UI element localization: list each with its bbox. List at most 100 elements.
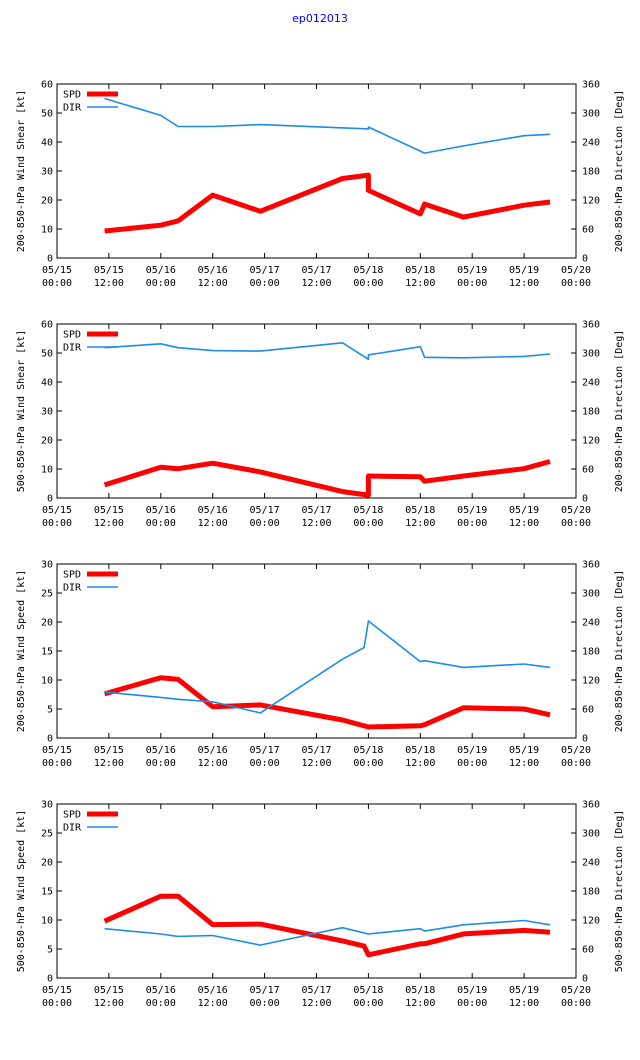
y-right-tick-label: 360 [582, 80, 600, 91]
x-tick-label-date: 05/16 [198, 745, 228, 756]
y-left-tick-label: 10 [41, 916, 53, 927]
legend-label-dir: DIR [63, 823, 82, 834]
x-tick-label-time: 00:00 [457, 518, 487, 529]
x-tick-label-date: 05/20 [561, 985, 591, 996]
series-line-dir [104, 341, 551, 361]
x-tick-label-time: 00:00 [561, 518, 591, 529]
x-tick-label-time: 00:00 [42, 998, 72, 1009]
x-tick-label-time: 00:00 [353, 518, 383, 529]
x-tick-label-date: 05/15 [94, 265, 124, 276]
y-right-tick-label: 0 [582, 974, 588, 985]
x-tick-label-date: 05/17 [250, 265, 280, 276]
x-tick-label-time: 00:00 [353, 278, 383, 289]
x-tick-label-date: 05/17 [250, 985, 280, 996]
y-right-axis-label: 200-850-hPa Direction [Deg] [614, 330, 625, 493]
y-left-tick-label: 0 [47, 974, 53, 985]
y-right-tick-label: 0 [582, 254, 588, 265]
x-tick-label-date: 05/19 [457, 745, 487, 756]
x-tick-label-time: 12:00 [509, 758, 539, 769]
y-left-tick-label: 5 [47, 945, 53, 956]
legend-label-dir: DIR [63, 343, 82, 354]
x-tick-label-date: 05/20 [561, 745, 591, 756]
y-right-tick-label: 60 [582, 945, 594, 956]
y-left-tick-label: 30 [41, 167, 53, 178]
y-left-axis-label: 500-850-hPa Wind Speed [kt] [16, 810, 27, 973]
x-tick-label-date: 05/19 [509, 265, 539, 276]
x-tick-label-time: 12:00 [301, 998, 331, 1009]
page-title: ep012013 [292, 12, 348, 25]
x-tick-label-date: 05/16 [198, 985, 228, 996]
x-tick-label-time: 00:00 [561, 758, 591, 769]
y-left-tick-label: 0 [47, 494, 53, 505]
y-left-tick-label: 5 [47, 705, 53, 716]
x-tick-label-time: 12:00 [509, 518, 539, 529]
x-tick-label-date: 05/18 [353, 505, 383, 516]
x-tick-label-date: 05/18 [405, 505, 435, 516]
y-left-tick-label: 15 [41, 887, 53, 898]
x-tick-label-date: 05/15 [42, 745, 72, 756]
x-tick-label-date: 05/17 [250, 505, 280, 516]
y-left-tick-label: 20 [41, 618, 53, 629]
series-line-spd [103, 675, 551, 730]
x-tick-label-time: 12:00 [405, 758, 435, 769]
y-right-axis-label: 200-850-hPa Direction [Deg] [614, 90, 625, 253]
y-left-tick-label: 30 [41, 407, 53, 418]
x-tick-label-time: 00:00 [457, 998, 487, 1009]
series-line-spd [103, 459, 551, 498]
y-right-tick-label: 240 [582, 378, 600, 389]
x-tick-label-date: 05/15 [42, 505, 72, 516]
x-tick-label-time: 00:00 [146, 278, 176, 289]
x-tick-label-time: 00:00 [457, 758, 487, 769]
y-left-tick-label: 40 [41, 378, 53, 389]
y-right-tick-label: 300 [582, 109, 600, 120]
y-left-axis-label: 200-850-hPa Wind Speed [kt] [16, 570, 27, 733]
y-right-tick-label: 180 [582, 407, 600, 418]
x-tick-label-time: 00:00 [146, 998, 176, 1009]
x-tick-label-date: 05/18 [405, 985, 435, 996]
legend-label-spd: SPD [63, 810, 81, 821]
y-left-tick-label: 20 [41, 858, 53, 869]
y-right-axis-label: 500-850-hPa Direction [Deg] [614, 810, 625, 973]
x-tick-label-time: 00:00 [353, 998, 383, 1009]
x-tick-label-date: 05/17 [301, 745, 331, 756]
y-left-tick-label: 10 [41, 225, 53, 236]
x-tick-label-time: 00:00 [457, 278, 487, 289]
x-tick-label-date: 05/19 [457, 265, 487, 276]
y-right-tick-label: 180 [582, 647, 600, 658]
y-left-tick-label: 25 [41, 589, 53, 600]
x-tick-label-date: 05/17 [301, 265, 331, 276]
x-tick-label-date: 05/19 [509, 505, 539, 516]
plot-frame [56, 563, 577, 739]
y-right-tick-label: 120 [582, 916, 600, 927]
x-tick-label-time: 00:00 [561, 998, 591, 1009]
y-left-tick-label: 60 [41, 80, 53, 91]
series-line-dir [104, 620, 551, 714]
y-left-tick-label: 50 [41, 349, 53, 360]
x-tick-label-date: 05/20 [561, 265, 591, 276]
y-right-tick-label: 300 [582, 589, 600, 600]
x-tick-label-time: 00:00 [42, 278, 72, 289]
series-line-dir [104, 97, 551, 154]
x-tick-label-date: 05/17 [301, 985, 331, 996]
legend-label-spd: SPD [63, 330, 81, 341]
series-line-spd [104, 172, 551, 234]
x-tick-label-time: 12:00 [509, 998, 539, 1009]
x-tick-label-date: 05/16 [146, 505, 176, 516]
chart-panel-200-850-speed: 05101520253006012018024030036005/1500:00… [16, 560, 625, 770]
y-left-tick-label: 30 [41, 560, 53, 571]
legend-label-spd: SPD [63, 570, 81, 581]
x-tick-label-time: 00:00 [42, 758, 72, 769]
y-right-tick-label: 120 [582, 676, 600, 687]
x-tick-label-date: 05/19 [509, 745, 539, 756]
x-tick-label-date: 05/17 [250, 745, 280, 756]
y-right-tick-label: 360 [582, 800, 600, 811]
x-tick-label-date: 05/18 [405, 745, 435, 756]
x-tick-label-date: 05/15 [94, 985, 124, 996]
x-tick-label-date: 05/18 [353, 985, 383, 996]
y-left-axis-label: 200-850-hPa Wind Shear [kt] [16, 90, 27, 253]
x-tick-label-time: 00:00 [250, 758, 280, 769]
x-tick-label-date: 05/15 [94, 505, 124, 516]
y-left-tick-label: 25 [41, 829, 53, 840]
x-tick-label-time: 12:00 [301, 278, 331, 289]
x-tick-label-time: 12:00 [94, 998, 124, 1009]
